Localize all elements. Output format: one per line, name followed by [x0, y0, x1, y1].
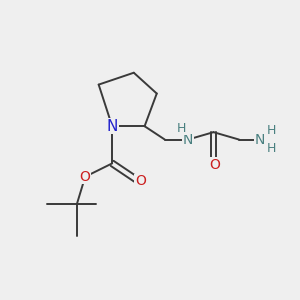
- Text: O: O: [209, 158, 220, 172]
- Text: N: N: [254, 133, 265, 147]
- Text: N: N: [183, 133, 193, 147]
- Text: H: H: [267, 142, 276, 155]
- Text: H: H: [267, 124, 276, 137]
- Text: O: O: [135, 174, 146, 188]
- Text: O: O: [80, 170, 91, 184]
- Text: H: H: [177, 122, 187, 135]
- Text: N: N: [106, 119, 118, 134]
